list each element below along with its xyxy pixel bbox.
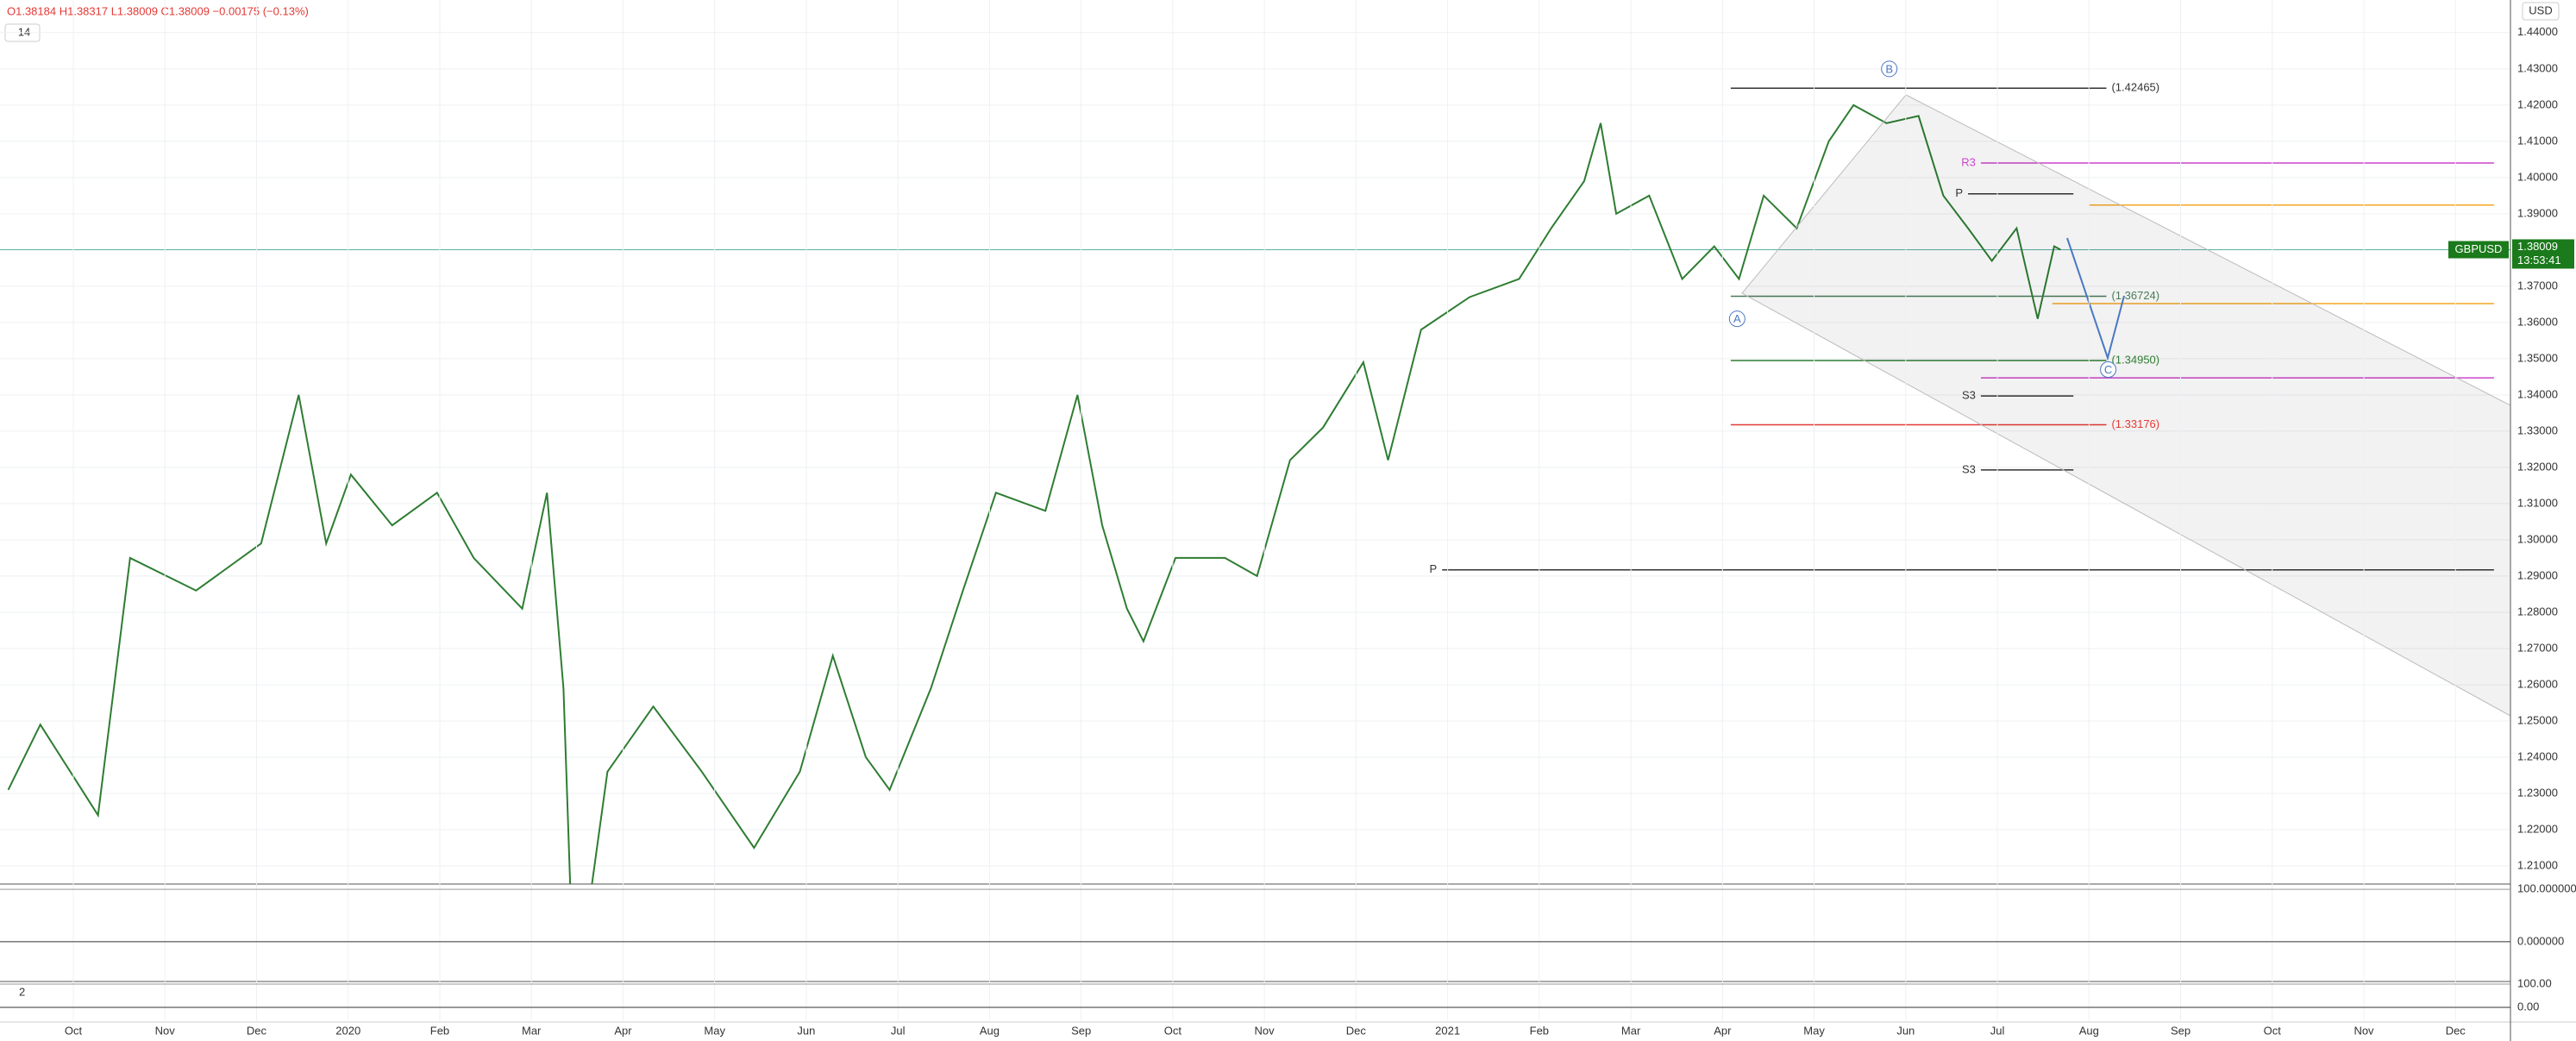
x-tick-label: Aug: [2079, 1024, 2099, 1037]
wave-label: B: [1885, 62, 1893, 75]
indicator-tick-label: 100.00: [2517, 976, 2552, 989]
y-tick-label: 1.36000: [2517, 315, 2558, 328]
level-label: S3: [1962, 462, 1976, 475]
y-tick-label: 1.21000: [2517, 858, 2558, 871]
projection-path: [2066, 237, 2125, 361]
y-tick-label: 1.44000: [2517, 25, 2558, 38]
wave-marker: [1881, 60, 1898, 78]
x-tick-label: Aug: [980, 1024, 1000, 1037]
indicator-tick-label: 100.000000: [2517, 882, 2576, 895]
x-tick-label: Feb: [1530, 1024, 1549, 1037]
wave-marker: [1728, 310, 1746, 328]
x-tick-label: Jun: [1896, 1024, 1915, 1037]
x-tick-label: Oct: [2264, 1024, 2282, 1037]
x-tick-label: Sep: [1071, 1024, 1091, 1037]
y-tick-label: 1.41000: [2517, 134, 2558, 147]
level-label: (1.42465): [2111, 81, 2159, 94]
currency-label[interactable]: USD: [2529, 3, 2552, 16]
y-tick-label: 1.34000: [2517, 387, 2558, 400]
x-tick-label: Jun: [797, 1024, 815, 1037]
y-tick-label: 1.22000: [2517, 822, 2558, 835]
y-tick-label: 1.32000: [2517, 460, 2558, 473]
level-label: P: [1955, 186, 1963, 199]
x-tick-label: Mar: [1621, 1024, 1641, 1037]
level-label: S3: [1962, 389, 1976, 402]
price-tag-value: 1.38009: [2517, 240, 2558, 253]
wave-label: A: [1733, 312, 1741, 325]
price-tag-countdown: 13:53:41: [2517, 254, 2561, 267]
x-tick-label: Jul: [1990, 1024, 2005, 1037]
y-tick-label: 1.39000: [2517, 206, 2558, 219]
y-tick-label: 1.29000: [2517, 568, 2558, 581]
x-tick-label: May: [1803, 1024, 1825, 1037]
x-tick-label: Nov: [2353, 1024, 2374, 1037]
level-label: R3: [1961, 155, 1976, 168]
symbol-label: GBPUSD: [2455, 242, 2503, 255]
x-tick-label: Apr: [1714, 1024, 1732, 1037]
x-tick-label: May: [704, 1024, 725, 1037]
y-tick-label: 1.30000: [2517, 532, 2558, 545]
indicator-tick-label: 0.000000: [2517, 934, 2564, 947]
y-tick-label: 1.27000: [2517, 641, 2558, 654]
y-tick-label: 1.35000: [2517, 351, 2558, 364]
x-tick-label: Nov: [1255, 1024, 1275, 1037]
x-tick-label: 2020: [335, 1024, 360, 1037]
x-tick-label: Oct: [1164, 1024, 1182, 1037]
wave-marker: [2100, 361, 2117, 378]
x-tick-label: Dec: [2446, 1024, 2466, 1037]
level-label: (1.36724): [2111, 289, 2159, 302]
x-tick-label: Sep: [2171, 1024, 2191, 1037]
x-tick-label: Dec: [1346, 1024, 1367, 1037]
x-tick-label: Mar: [522, 1024, 542, 1037]
indicator-tick-label: 0.00: [2517, 1000, 2539, 1013]
interval-label[interactable]: 14: [18, 25, 30, 38]
x-tick-label: Dec: [247, 1024, 267, 1037]
y-tick-label: 1.31000: [2517, 496, 2558, 509]
x-tick-label: Oct: [65, 1024, 83, 1037]
x-tick-label: 2021: [1435, 1024, 1460, 1037]
y-tick-label: 1.23000: [2517, 786, 2558, 799]
main-pane: [0, 32, 2510, 884]
x-tick-label: Apr: [614, 1024, 632, 1037]
y-tick-label: 1.25000: [2517, 713, 2558, 726]
y-tick-label: 1.33000: [2517, 423, 2558, 436]
currency-button[interactable]: [2522, 2, 2560, 21]
x-tick-label: Feb: [430, 1024, 449, 1037]
price-line: [7, 103, 2061, 884]
symbol-tag: [2448, 241, 2509, 259]
y-tick-label: 1.26000: [2517, 677, 2558, 690]
indicator-name: 2: [19, 985, 25, 998]
ohlc-legend: O1.38184 H1.38317 L1.38009 C1.38009 −0.0…: [7, 4, 309, 17]
y-tick-label: 1.37000: [2517, 279, 2558, 292]
price-tag: [2512, 239, 2574, 269]
level-label: (1.34950): [2111, 353, 2159, 366]
wave-label: C: [2104, 363, 2112, 376]
level-label: P: [1430, 562, 1438, 575]
y-tick-label: 1.24000: [2517, 749, 2558, 762]
y-tick-label: 1.40000: [2517, 170, 2558, 183]
level-label: (1.33176): [2111, 417, 2159, 430]
y-tick-label: 1.42000: [2517, 97, 2558, 110]
x-tick-label: Nov: [155, 1024, 176, 1037]
y-tick-label: 1.43000: [2517, 61, 2558, 74]
y-tick-label: 1.28000: [2517, 605, 2558, 618]
x-tick-label: Jul: [891, 1024, 906, 1037]
